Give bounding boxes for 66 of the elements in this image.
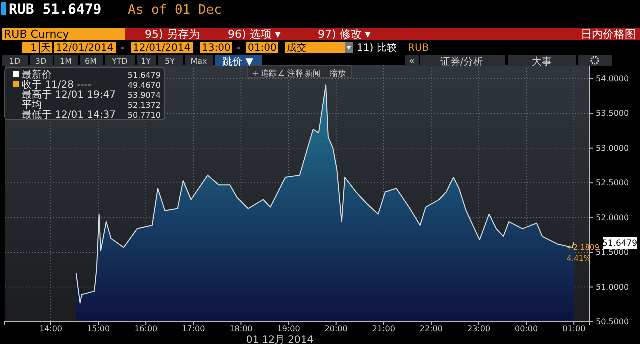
text: RUB Curncy	[4, 28, 70, 41]
x-tick-label: 21:00	[372, 324, 396, 334]
annotation: ∠ 注释	[278, 69, 304, 78]
y-tick-label: 52.5000	[596, 178, 630, 188]
annotation: 缩放	[330, 69, 346, 78]
annotation: 1D	[9, 57, 21, 66]
chart-title: RUB 51.6479	[9, 2, 102, 18]
y-tick-label: 54.0000	[596, 74, 630, 84]
annotation: 1M	[60, 57, 72, 66]
text: 日内价格图	[581, 28, 636, 41]
text: 96) 选项 ▾	[228, 28, 282, 41]
annotation: 52.1372	[128, 101, 161, 110]
text: 12/01/2014	[133, 43, 191, 54]
annotation: 51.6479	[128, 71, 161, 80]
x-tick-label: 14:00	[39, 324, 63, 334]
text: RUB	[408, 43, 430, 54]
x-tick-label: 20:00	[324, 324, 348, 334]
annotation: YTD	[111, 57, 128, 66]
x-tick-label: 17:00	[182, 324, 206, 334]
text: 13:00	[202, 43, 231, 54]
text: 12/01/2014	[56, 43, 114, 54]
y-tick-label: 53.0000	[596, 144, 630, 153]
annotation: 新闻	[305, 69, 321, 78]
chart-subtitle: As of 01 Dec	[128, 3, 222, 18]
annotation: «	[409, 57, 415, 67]
annotation: 跳价 ▼	[222, 56, 254, 68]
y-tick-label: 51.5000	[596, 248, 630, 258]
text: 01:00	[248, 43, 277, 54]
y-tick-label: 53.5000	[596, 109, 630, 118]
annotation: Max	[190, 57, 208, 66]
text: 97) 修改 ▾	[318, 28, 372, 41]
annotation: 5Y	[165, 57, 176, 66]
text: 95) 另存为	[145, 28, 200, 41]
x-tick-label: 18:00	[230, 324, 253, 334]
annotation: 1Y	[141, 57, 152, 66]
text: 51.6479	[602, 239, 638, 249]
annotation: 3D	[35, 57, 47, 66]
text: -	[121, 43, 125, 54]
x-tick-label: 00:00	[515, 324, 538, 334]
annotation: 收于 11/28 ----	[22, 80, 92, 91]
annotation: 49.4670	[128, 81, 161, 90]
annotation: 证券/分析	[440, 56, 484, 68]
x-tick-label: 23:00	[467, 324, 491, 334]
x-tick-label: 01:00	[562, 324, 586, 334]
annotation: 平均	[22, 99, 42, 111]
text: 11) 比较	[357, 42, 397, 54]
x-tick-label: 22:00	[420, 324, 443, 334]
text: 成交	[287, 42, 307, 54]
x-tick-label: 19:00	[277, 324, 300, 334]
annotation: 最低于 12/01 14:37	[22, 110, 116, 121]
y-tick-label: 52.0000	[596, 213, 630, 222]
annotation: 大事	[532, 56, 552, 68]
annotation: 53.9074	[128, 91, 161, 100]
annotation: 最新价	[22, 69, 52, 81]
x-tick-label: 16:00	[134, 324, 158, 334]
text: 天	[41, 43, 51, 54]
x-axis-title: 01 12月 2014	[246, 335, 314, 344]
y-tick-label: 51.0000	[596, 282, 630, 292]
annotation: 6M	[85, 57, 98, 66]
annotation: 最高于 12/01 19:47	[22, 89, 116, 101]
x-tick-label: 15:00	[87, 324, 110, 334]
annotation: + 追踪	[252, 69, 278, 78]
annotation: 50.7710	[128, 111, 161, 120]
text: -	[237, 43, 241, 54]
y-tick-label: 50.5000	[596, 318, 630, 327]
text: 1	[30, 43, 37, 54]
